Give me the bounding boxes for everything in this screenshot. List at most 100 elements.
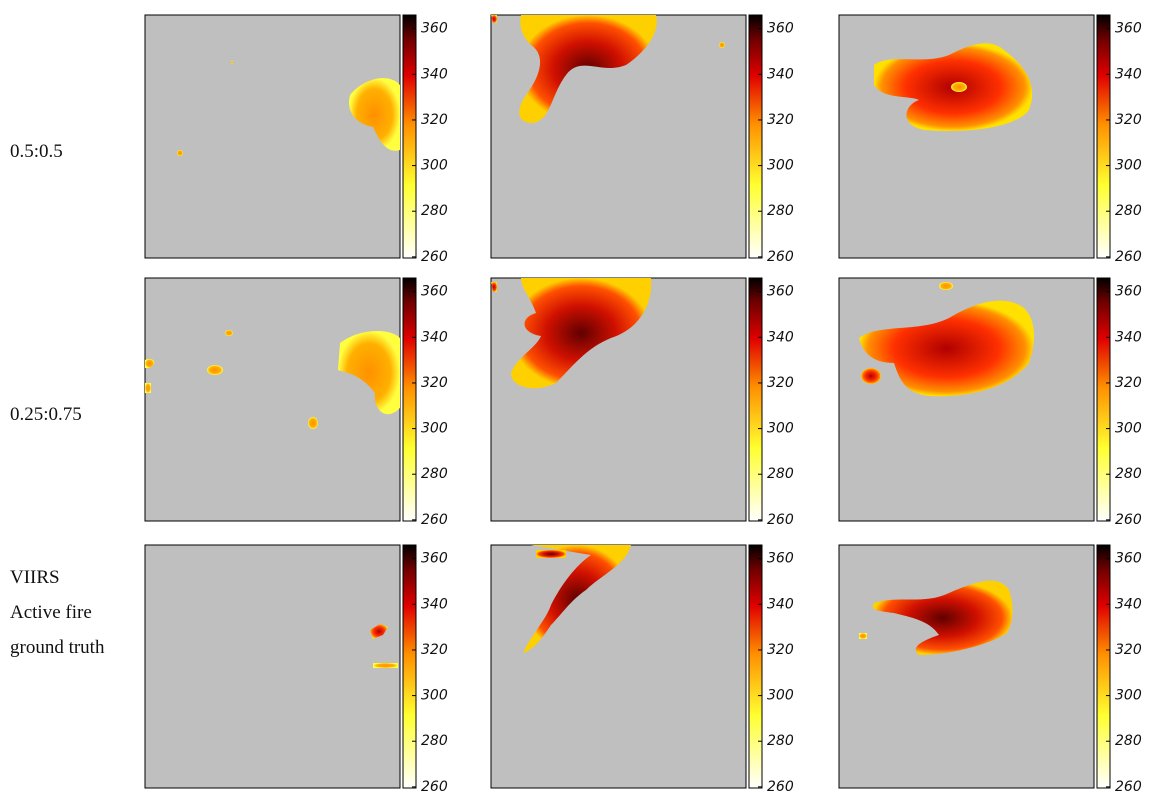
fire-map (177, 61, 400, 156)
colorbar-tick-label: 280 (767, 203, 794, 219)
colorbar-tick-label: 260 (421, 249, 448, 265)
fire-region (338, 331, 400, 415)
colorbar-tick-label: 260 (767, 779, 794, 795)
colorbar-tick-label: 360 (767, 21, 794, 37)
fire-region (491, 282, 497, 292)
colorbar-tick-label: 340 (767, 596, 794, 612)
colorbar (402, 544, 417, 789)
colorbar-tick-label: 340 (767, 66, 794, 82)
colorbar-tick-label: 340 (1115, 329, 1142, 345)
fire-region (145, 358, 155, 368)
colorbar-tick-label: 280 (421, 203, 448, 219)
fire-region (536, 550, 566, 558)
colorbar-tick-label: 320 (767, 375, 794, 391)
colorbar-tick-label: 320 (767, 112, 794, 128)
fire-region (373, 663, 398, 668)
colorbar-tick-label: 280 (1115, 203, 1142, 219)
colorbar (1096, 277, 1111, 522)
colorbar-tick-label: 340 (421, 596, 448, 612)
colorbar (748, 14, 763, 259)
colorbar-tick-label: 360 (421, 284, 448, 300)
colorbar-tick-label: 320 (1115, 642, 1142, 658)
colorbar-tick-label: 280 (421, 733, 448, 749)
colorbar-tick-label: 340 (1115, 596, 1142, 612)
colorbar-tick-label: 340 (421, 66, 448, 82)
colorbar (402, 14, 417, 259)
row-label: 0.5:0.5 (10, 141, 63, 162)
colorbar-tick-label: 360 (421, 21, 448, 37)
fire-region (207, 365, 223, 375)
colorbar-tick-label: 300 (767, 421, 794, 437)
colorbar-tick-label: 340 (767, 329, 794, 345)
fire-region (491, 15, 497, 23)
colorbar-tick-label: 280 (1115, 733, 1142, 749)
colorbar (402, 277, 417, 522)
colorbar-tick-label: 260 (421, 512, 448, 528)
fire-map (491, 15, 725, 123)
fire-region (859, 633, 867, 639)
fire-region (519, 15, 657, 123)
colorbar-tick-label: 320 (1115, 112, 1142, 128)
colorbar-tick-label: 320 (421, 375, 448, 391)
fire-region (523, 545, 631, 653)
map-panel (490, 544, 747, 789)
fire-region (939, 282, 953, 290)
colorbar-tick-label: 260 (1115, 249, 1142, 265)
fire-map (859, 282, 1034, 397)
fire-map (370, 624, 398, 668)
fire-region (145, 383, 151, 393)
colorbar-tick-label: 360 (421, 551, 448, 567)
fire-map (874, 43, 1033, 131)
colorbar-tick-label: 300 (421, 158, 448, 174)
fire-region (225, 330, 233, 336)
colorbar-tick-label: 300 (767, 158, 794, 174)
colorbar-tick-label: 260 (1115, 512, 1142, 528)
fire-map (523, 545, 631, 653)
fire-region (859, 300, 1034, 397)
colorbar-tick-label: 260 (767, 249, 794, 265)
colorbar-tick-label: 300 (1115, 421, 1142, 437)
row-label: 0.25:0.75 (10, 404, 82, 425)
colorbar-tick-label: 340 (421, 329, 448, 345)
map-panel (144, 277, 401, 522)
fire-map (491, 278, 652, 389)
fire-region (861, 368, 881, 384)
map-panel (144, 14, 401, 259)
colorbar-tick-label: 260 (421, 779, 448, 795)
colorbar-tick-label: 280 (767, 466, 794, 482)
colorbar-tick-label: 300 (421, 421, 448, 437)
colorbar-tick-label: 340 (1115, 66, 1142, 82)
colorbar-tick-label: 320 (421, 112, 448, 128)
colorbar-tick-label: 280 (421, 466, 448, 482)
colorbar-tick-label: 320 (421, 642, 448, 658)
colorbar (748, 277, 763, 522)
colorbar-tick-label: 320 (767, 642, 794, 658)
colorbar-tick-label: 360 (1115, 21, 1142, 37)
row-label: VIIRS Active fire ground truth (10, 567, 105, 658)
colorbar-tick-label: 260 (767, 512, 794, 528)
fire-region (308, 417, 318, 429)
colorbar-tick-label: 300 (1115, 158, 1142, 174)
colorbar-tick-label: 360 (767, 551, 794, 567)
colorbar-tick-label: 300 (1115, 688, 1142, 704)
colorbar-tick-label: 360 (1115, 551, 1142, 567)
colorbar-tick-label: 260 (1115, 779, 1142, 795)
colorbar (748, 544, 763, 789)
colorbar-tick-label: 360 (1115, 284, 1142, 300)
map-panel (838, 544, 1095, 789)
colorbar-tick-label: 300 (767, 688, 794, 704)
fire-region (231, 61, 233, 64)
fire-region (349, 78, 400, 151)
fire-region (872, 580, 1013, 655)
colorbar-tick-label: 280 (1115, 466, 1142, 482)
colorbar (1096, 14, 1111, 259)
fire-map (859, 580, 1013, 655)
fire-map (145, 330, 400, 429)
fire-region (370, 624, 388, 639)
fire-region (719, 42, 725, 48)
map-panel (144, 544, 401, 789)
colorbar-tick-label: 360 (767, 284, 794, 300)
colorbar-tick-label: 320 (1115, 375, 1142, 391)
